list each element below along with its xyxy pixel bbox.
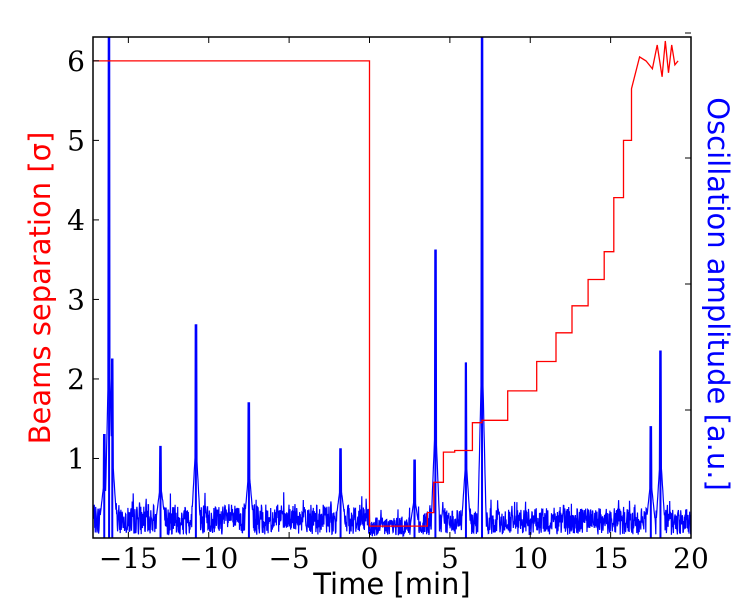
y-tick-label: 2 <box>67 363 85 396</box>
plot-frame <box>92 36 692 539</box>
right-y-axis-title: Oscillation amplitude [a.u.] <box>701 97 735 491</box>
left-y-axis-ticks: 1 2 3 4 5 6 <box>67 45 99 475</box>
x-tick-label: 10 <box>512 542 548 575</box>
y-tick-label: 3 <box>67 283 85 316</box>
separation-line <box>93 40 679 527</box>
x-axis-ticks: −15 −10 −5 0 5 10 15 20 <box>99 37 709 575</box>
x-tick-label: −15 <box>99 542 158 575</box>
left-y-axis-title: Beams separation [σ] <box>23 132 57 445</box>
x-tick-label: 15 <box>593 542 629 575</box>
y-tick-label: 4 <box>67 204 85 237</box>
x-axis-title: Time [min] <box>312 567 471 601</box>
y-tick-label: 6 <box>67 45 85 78</box>
separation-series <box>93 40 679 527</box>
x-tick-label: −5 <box>268 542 309 575</box>
oscillation-line <box>93 37 691 538</box>
x-tick-label: 0 <box>361 542 379 575</box>
oscillation-series <box>93 37 691 538</box>
y-tick-label: 1 <box>67 442 85 475</box>
y-tick-label: 5 <box>67 124 85 157</box>
x-tick-label: −10 <box>179 542 238 575</box>
x-tick-label: 20 <box>673 542 709 575</box>
right-y-axis-ticks <box>685 32 691 411</box>
x-tick-label: 5 <box>441 542 459 575</box>
